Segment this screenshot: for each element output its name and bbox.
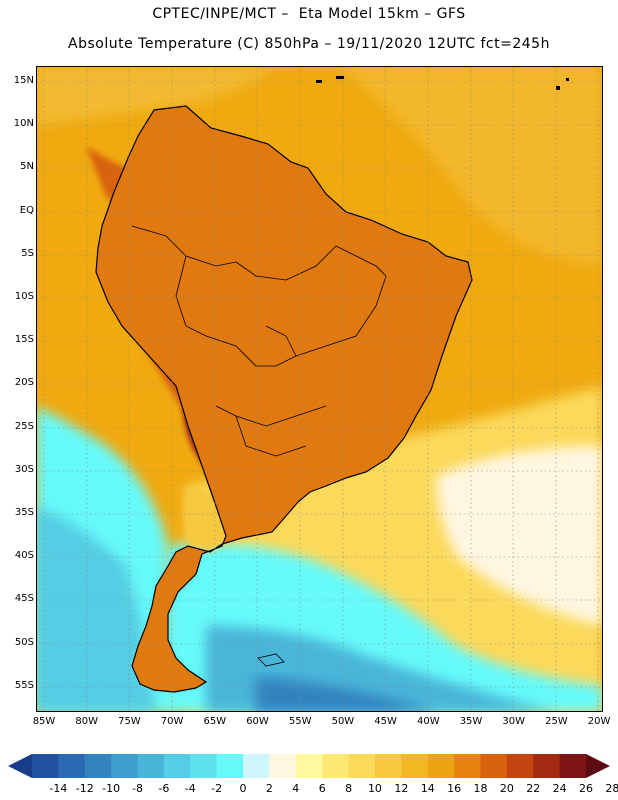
colorbar-cell [480, 754, 508, 778]
colorbar-tick-label: -2 [211, 782, 223, 795]
colorbar-cell [58, 754, 86, 778]
country-borders [131, 225, 387, 457]
lat-label: 15N [13, 75, 34, 86]
lat-label: 10N [13, 118, 34, 130]
colorbar-cell [454, 754, 481, 778]
colorbar-cell [506, 754, 534, 778]
lon-label: 75W [118, 716, 141, 727]
colorbar-tick-label: -4 [184, 782, 196, 795]
lon-label: 30W [502, 716, 525, 727]
lon-label: 45W [374, 716, 397, 727]
lat-label: 50S [14, 636, 34, 648]
colorbar-low-arrow [8, 754, 32, 778]
colorbar-tick-label: -14 [49, 782, 68, 795]
colorbar-tick-label: 24 [552, 782, 567, 795]
lat-label: 30S [14, 463, 34, 475]
colorbar-cell [533, 754, 561, 778]
lat-label: 45S [14, 593, 34, 605]
colorbar-cell [374, 754, 402, 778]
lat-label: 35S [14, 507, 34, 518]
lon-label: 70W [160, 716, 184, 727]
colorbar-cell [190, 754, 218, 778]
lon-label: 80W [75, 716, 98, 727]
lon-label: 60W [246, 716, 269, 727]
colorbar-cell [348, 754, 376, 778]
lon-label: 55W [288, 716, 312, 727]
light-high-pressure-zone [436, 446, 603, 626]
northeast-warm-band [336, 66, 603, 266]
falklands [257, 653, 285, 667]
colorbar-cell [322, 754, 350, 778]
lat-label: 15S [14, 334, 34, 346]
title-line-field: Absolute Temperature (C) 850hPa – 19/11/… [68, 36, 550, 52]
lon-label: 50W [331, 716, 355, 727]
colorbar-tick-label: 14 [420, 782, 435, 795]
lat-label: 10S [14, 291, 34, 302]
colorbar-cell [84, 754, 112, 778]
colorbar-cell [111, 754, 139, 778]
colorbar-tick-label: 6 [318, 782, 326, 795]
colorbar-tick-label: 4 [292, 782, 300, 795]
lon-label: 40W [416, 716, 440, 727]
lon-label: 20W [587, 716, 611, 727]
colorbar-tick-label: 22 [526, 782, 541, 795]
colorbar-cell [216, 754, 244, 778]
colorbar-cell [559, 754, 587, 778]
colorbar-cell [401, 754, 429, 778]
caribbean-islands [316, 76, 569, 90]
colorbar-cell [269, 754, 297, 778]
colorbar-tick-label: 12 [394, 782, 409, 795]
colorbar-cell [243, 754, 270, 778]
colorbar-tick-label: 28 [605, 782, 618, 795]
lat-label: 20S [14, 377, 34, 389]
colorbar-tick-label: 16 [447, 782, 462, 795]
lon-label: 35W [459, 716, 483, 727]
colorbar-tick-label: 10 [367, 782, 382, 795]
colorbar-cell [295, 754, 323, 778]
lat-label: 25S [14, 420, 34, 432]
colorbar-cell [137, 754, 165, 778]
colorbar-tick-label: -10 [102, 782, 121, 795]
lat-label: 40S [14, 550, 34, 562]
map-frame [36, 66, 603, 712]
colorbar-high-arrow [586, 754, 610, 778]
colorbar-tick-label: 0 [239, 782, 247, 795]
colorbar-tick-label: -6 [158, 782, 170, 795]
lat-lon-grid [36, 66, 603, 712]
pacific-colder-zone [36, 506, 156, 712]
colorbar-tick-label: 20 [499, 782, 514, 795]
colorbar-tick-label: 2 [265, 782, 273, 795]
lat-label: 5N [20, 161, 34, 173]
colorbar-tick-label: -8 [132, 782, 143, 795]
colorbar-tick-label: 8 [345, 782, 353, 795]
lon-label: 25W [545, 716, 568, 727]
colorbar-tick-label: -12 [75, 782, 94, 795]
colorbar-cell [163, 754, 191, 778]
colorbar-tick-label: 18 [473, 782, 488, 795]
colorbar [8, 754, 610, 778]
colorbar-cell [427, 754, 455, 778]
lon-label: 65W [203, 716, 227, 727]
northwest-warm-band [36, 66, 276, 126]
temperature-map [36, 66, 603, 712]
lat-label: 55S [14, 679, 34, 691]
colorbar-tick-label: 26 [579, 782, 593, 795]
southern-coldest-zone [256, 676, 436, 712]
colorbar-cell [32, 754, 59, 778]
lat-label: EQ [19, 204, 34, 216]
lat-label: 5S [21, 247, 34, 259]
title-line-model: CPTEC/INPE/MCT – Eta Model 15km – GFS [152, 6, 466, 22]
lon-label: 85W [32, 716, 56, 727]
